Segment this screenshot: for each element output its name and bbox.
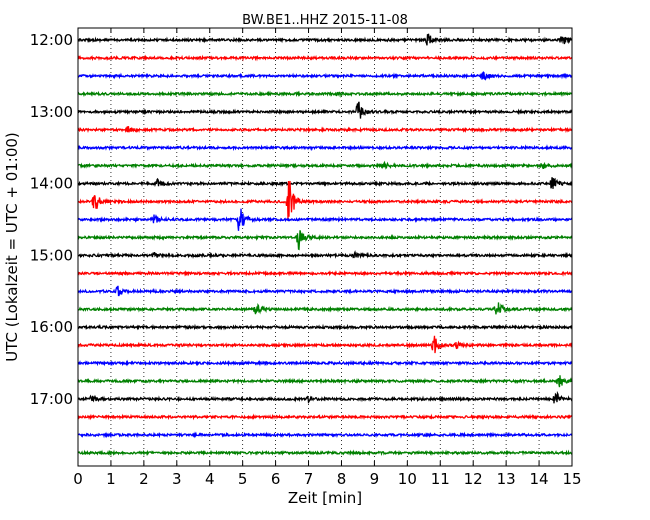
y-tick-label: 16:00 — [30, 318, 73, 336]
x-tick-label: 13 — [497, 470, 516, 488]
x-axis: 0 1 2 3 4 5 6 7 8 9 10 11 12 13 14 15 — [73, 28, 582, 488]
y-tick-label: 13:00 — [30, 103, 73, 121]
seismic-trace — [77, 160, 573, 170]
seismic-trace — [77, 90, 573, 99]
y-axis-label: UTC (Lokalzeit = UTC + 01:00) — [3, 132, 21, 362]
y-tick-label: 15:00 — [30, 246, 73, 264]
seismic-trace — [77, 125, 573, 134]
x-tick-label: 15 — [562, 470, 581, 488]
x-tick-label: 9 — [370, 470, 380, 488]
y-tick-label: 14:00 — [30, 175, 73, 193]
x-tick-label: 4 — [205, 470, 215, 488]
x-tick-label: 14 — [530, 470, 549, 488]
seismic-trace — [77, 208, 573, 231]
y-tick-label: 12:00 — [30, 31, 73, 49]
seismic-trace — [77, 177, 573, 189]
seismic-trace — [77, 359, 573, 367]
x-tick-label: 0 — [73, 470, 83, 488]
seismic-trace — [77, 144, 573, 152]
seismic-trace — [77, 375, 573, 388]
x-tick-label: 3 — [172, 470, 182, 488]
x-tick-label: 6 — [271, 470, 281, 488]
seismic-trace — [77, 390, 573, 404]
seismic-trace — [77, 285, 573, 297]
x-tick-label: 1 — [106, 470, 116, 488]
seismic-trace — [77, 33, 573, 46]
seismic-trace — [77, 335, 573, 354]
x-tick-label: 5 — [238, 470, 248, 488]
x-tick-label: 2 — [139, 470, 149, 488]
seismic-trace — [77, 101, 573, 119]
x-tick-label: 11 — [431, 470, 450, 488]
seismic-trace — [77, 413, 573, 421]
seismic-trace — [77, 323, 573, 331]
trace-group — [77, 33, 573, 457]
seismic-trace — [77, 230, 573, 251]
seismic-trace — [77, 180, 573, 220]
seismic-trace — [77, 302, 573, 315]
chart-title: BW.BE1..HHZ 2015-11-08 — [242, 13, 408, 28]
seismic-trace — [77, 250, 573, 260]
x-tick-label: 12 — [464, 470, 483, 488]
x-tick-label: 7 — [304, 470, 314, 488]
x-tick-label: 8 — [337, 470, 347, 488]
plot-frame — [77, 27, 573, 467]
y-tick-label: 17:00 — [30, 390, 73, 408]
seismic-trace — [77, 269, 573, 277]
seismic-trace — [77, 54, 573, 62]
seismic-trace — [77, 449, 573, 457]
x-axis-label: Zeit [min] — [288, 489, 362, 507]
seismic-trace — [77, 70, 573, 81]
seismic-trace — [77, 431, 573, 439]
x-tick-label: 10 — [398, 470, 417, 488]
y-axis: 12:00 13:00 14:00 15:00 16:00 17:00 — [30, 31, 572, 408]
